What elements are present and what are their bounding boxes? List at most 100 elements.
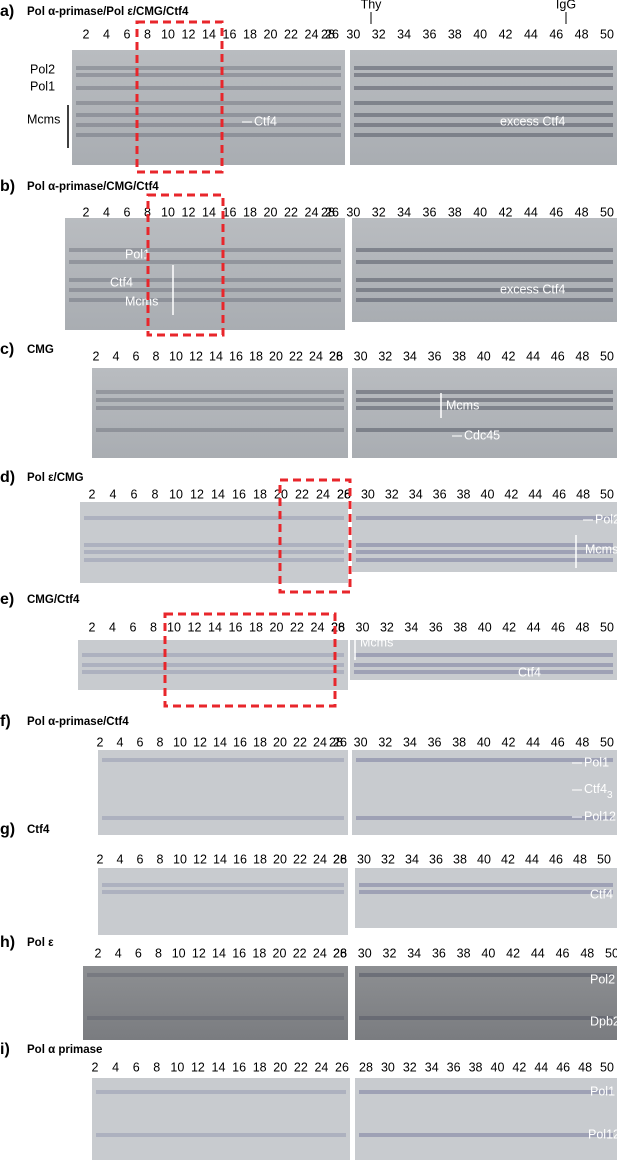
- gel-band: [76, 101, 341, 105]
- gel-band: [359, 973, 613, 977]
- lane-number: 16: [232, 946, 246, 960]
- lane-number: 38: [452, 349, 466, 363]
- lane-number: 2: [93, 349, 100, 363]
- lane-number: 44: [534, 1060, 548, 1074]
- lane-number: 34: [409, 487, 423, 501]
- lane-number: 10: [161, 27, 175, 41]
- gel-image: [80, 502, 348, 583]
- gel-band: [354, 653, 613, 657]
- band-label: Ctf4: [110, 275, 133, 289]
- lane-number: 12: [190, 487, 204, 501]
- lane-number: 20: [269, 349, 283, 363]
- gel-band: [84, 550, 344, 554]
- band-label: Pol1: [590, 1084, 615, 1098]
- band-label: Cdc45: [464, 428, 500, 442]
- lane-number: 44: [531, 946, 545, 960]
- gel-band: [96, 398, 344, 402]
- lane-number: 32: [378, 735, 392, 749]
- lane-number: 12: [182, 27, 196, 41]
- lane-number: 48: [575, 735, 589, 749]
- panel-title: Pol α-primase/CMG/Ctf4: [27, 181, 159, 193]
- lane-number: 28: [329, 349, 343, 363]
- lane-number: 20: [270, 620, 284, 634]
- panel-letter: e): [0, 591, 14, 608]
- gel-band: [87, 1016, 344, 1020]
- lane-number: 28: [331, 620, 345, 634]
- lane-number: 22: [293, 946, 307, 960]
- lane-number: 18: [253, 852, 267, 866]
- lane-number: 4: [112, 1060, 119, 1074]
- gel-band: [96, 406, 344, 410]
- lane-number: 46: [549, 852, 563, 866]
- lane-number: 16: [229, 349, 243, 363]
- lane-number: 14: [202, 205, 216, 219]
- lane-number: 26: [335, 1060, 349, 1074]
- gel-band: [359, 890, 613, 894]
- lane-number: 26: [333, 946, 347, 960]
- lane-number: 40: [473, 205, 487, 219]
- lane-number: 44: [527, 620, 541, 634]
- lane-number: 8: [157, 852, 164, 866]
- lane-number: 6: [137, 735, 144, 749]
- lane-number: 30: [381, 1060, 395, 1074]
- gel-band: [356, 816, 613, 820]
- gel-band: [102, 883, 344, 887]
- lane-number: 12: [193, 735, 207, 749]
- lane-number: 26: [329, 349, 343, 363]
- lane-number: 30: [361, 487, 375, 501]
- lane-number: 38: [457, 487, 471, 501]
- gel-band: [354, 670, 613, 674]
- panel-letter: g): [0, 821, 15, 838]
- lane-number: 20: [273, 852, 287, 866]
- lane-number: 4: [117, 735, 124, 749]
- lane-number: 24: [313, 946, 327, 960]
- panel-title: Pol ε/CMG: [27, 472, 84, 484]
- lane-number: 46: [556, 1060, 570, 1074]
- lane-number: 14: [202, 27, 216, 41]
- lane-number: 14: [213, 735, 227, 749]
- gel-image: [355, 868, 617, 928]
- lane-number: 4: [117, 852, 124, 866]
- lane-number: 20: [273, 946, 287, 960]
- lane-number: 48: [573, 852, 587, 866]
- lane-number: 50: [605, 946, 617, 960]
- lane-number: 14: [208, 620, 222, 634]
- lane-number: 34: [405, 852, 419, 866]
- lane-number: 22: [284, 27, 298, 41]
- lane-number: 24: [316, 487, 330, 501]
- gel-band: [76, 86, 341, 90]
- lane-number: 26: [325, 205, 339, 219]
- panel-letter: d): [0, 469, 15, 486]
- lane-number: 8: [150, 620, 157, 634]
- band-label: Pol12: [584, 809, 616, 823]
- panel-letter: b): [0, 178, 15, 195]
- lane-number: 46: [556, 946, 570, 960]
- lane-number: 8: [144, 27, 151, 41]
- lane-number: 42: [502, 735, 516, 749]
- lane-number: 46: [551, 735, 565, 749]
- lane-number: 6: [130, 620, 137, 634]
- lane-number: 40: [477, 735, 491, 749]
- band-label: Pol1: [30, 79, 55, 93]
- lane-number: 34: [404, 620, 418, 634]
- lane-number: 24: [305, 27, 319, 41]
- lane-number: 38: [457, 946, 471, 960]
- gel-band: [76, 73, 341, 77]
- lane-number: 24: [313, 735, 327, 749]
- lane-number: 44: [526, 349, 540, 363]
- gel-band: [69, 260, 341, 264]
- band-label: Pol1: [584, 755, 609, 769]
- band-label: Mcms: [585, 542, 617, 556]
- lane-number: 6: [137, 852, 144, 866]
- gel-band: [359, 883, 613, 887]
- lane-number: 2: [95, 946, 102, 960]
- lane-number: 46: [551, 349, 565, 363]
- gel-band: [356, 550, 613, 554]
- band-label: Mcms: [125, 294, 158, 308]
- lane-number: 42: [512, 1060, 526, 1074]
- lane-number: 28: [321, 27, 335, 41]
- lane-number: 34: [407, 946, 421, 960]
